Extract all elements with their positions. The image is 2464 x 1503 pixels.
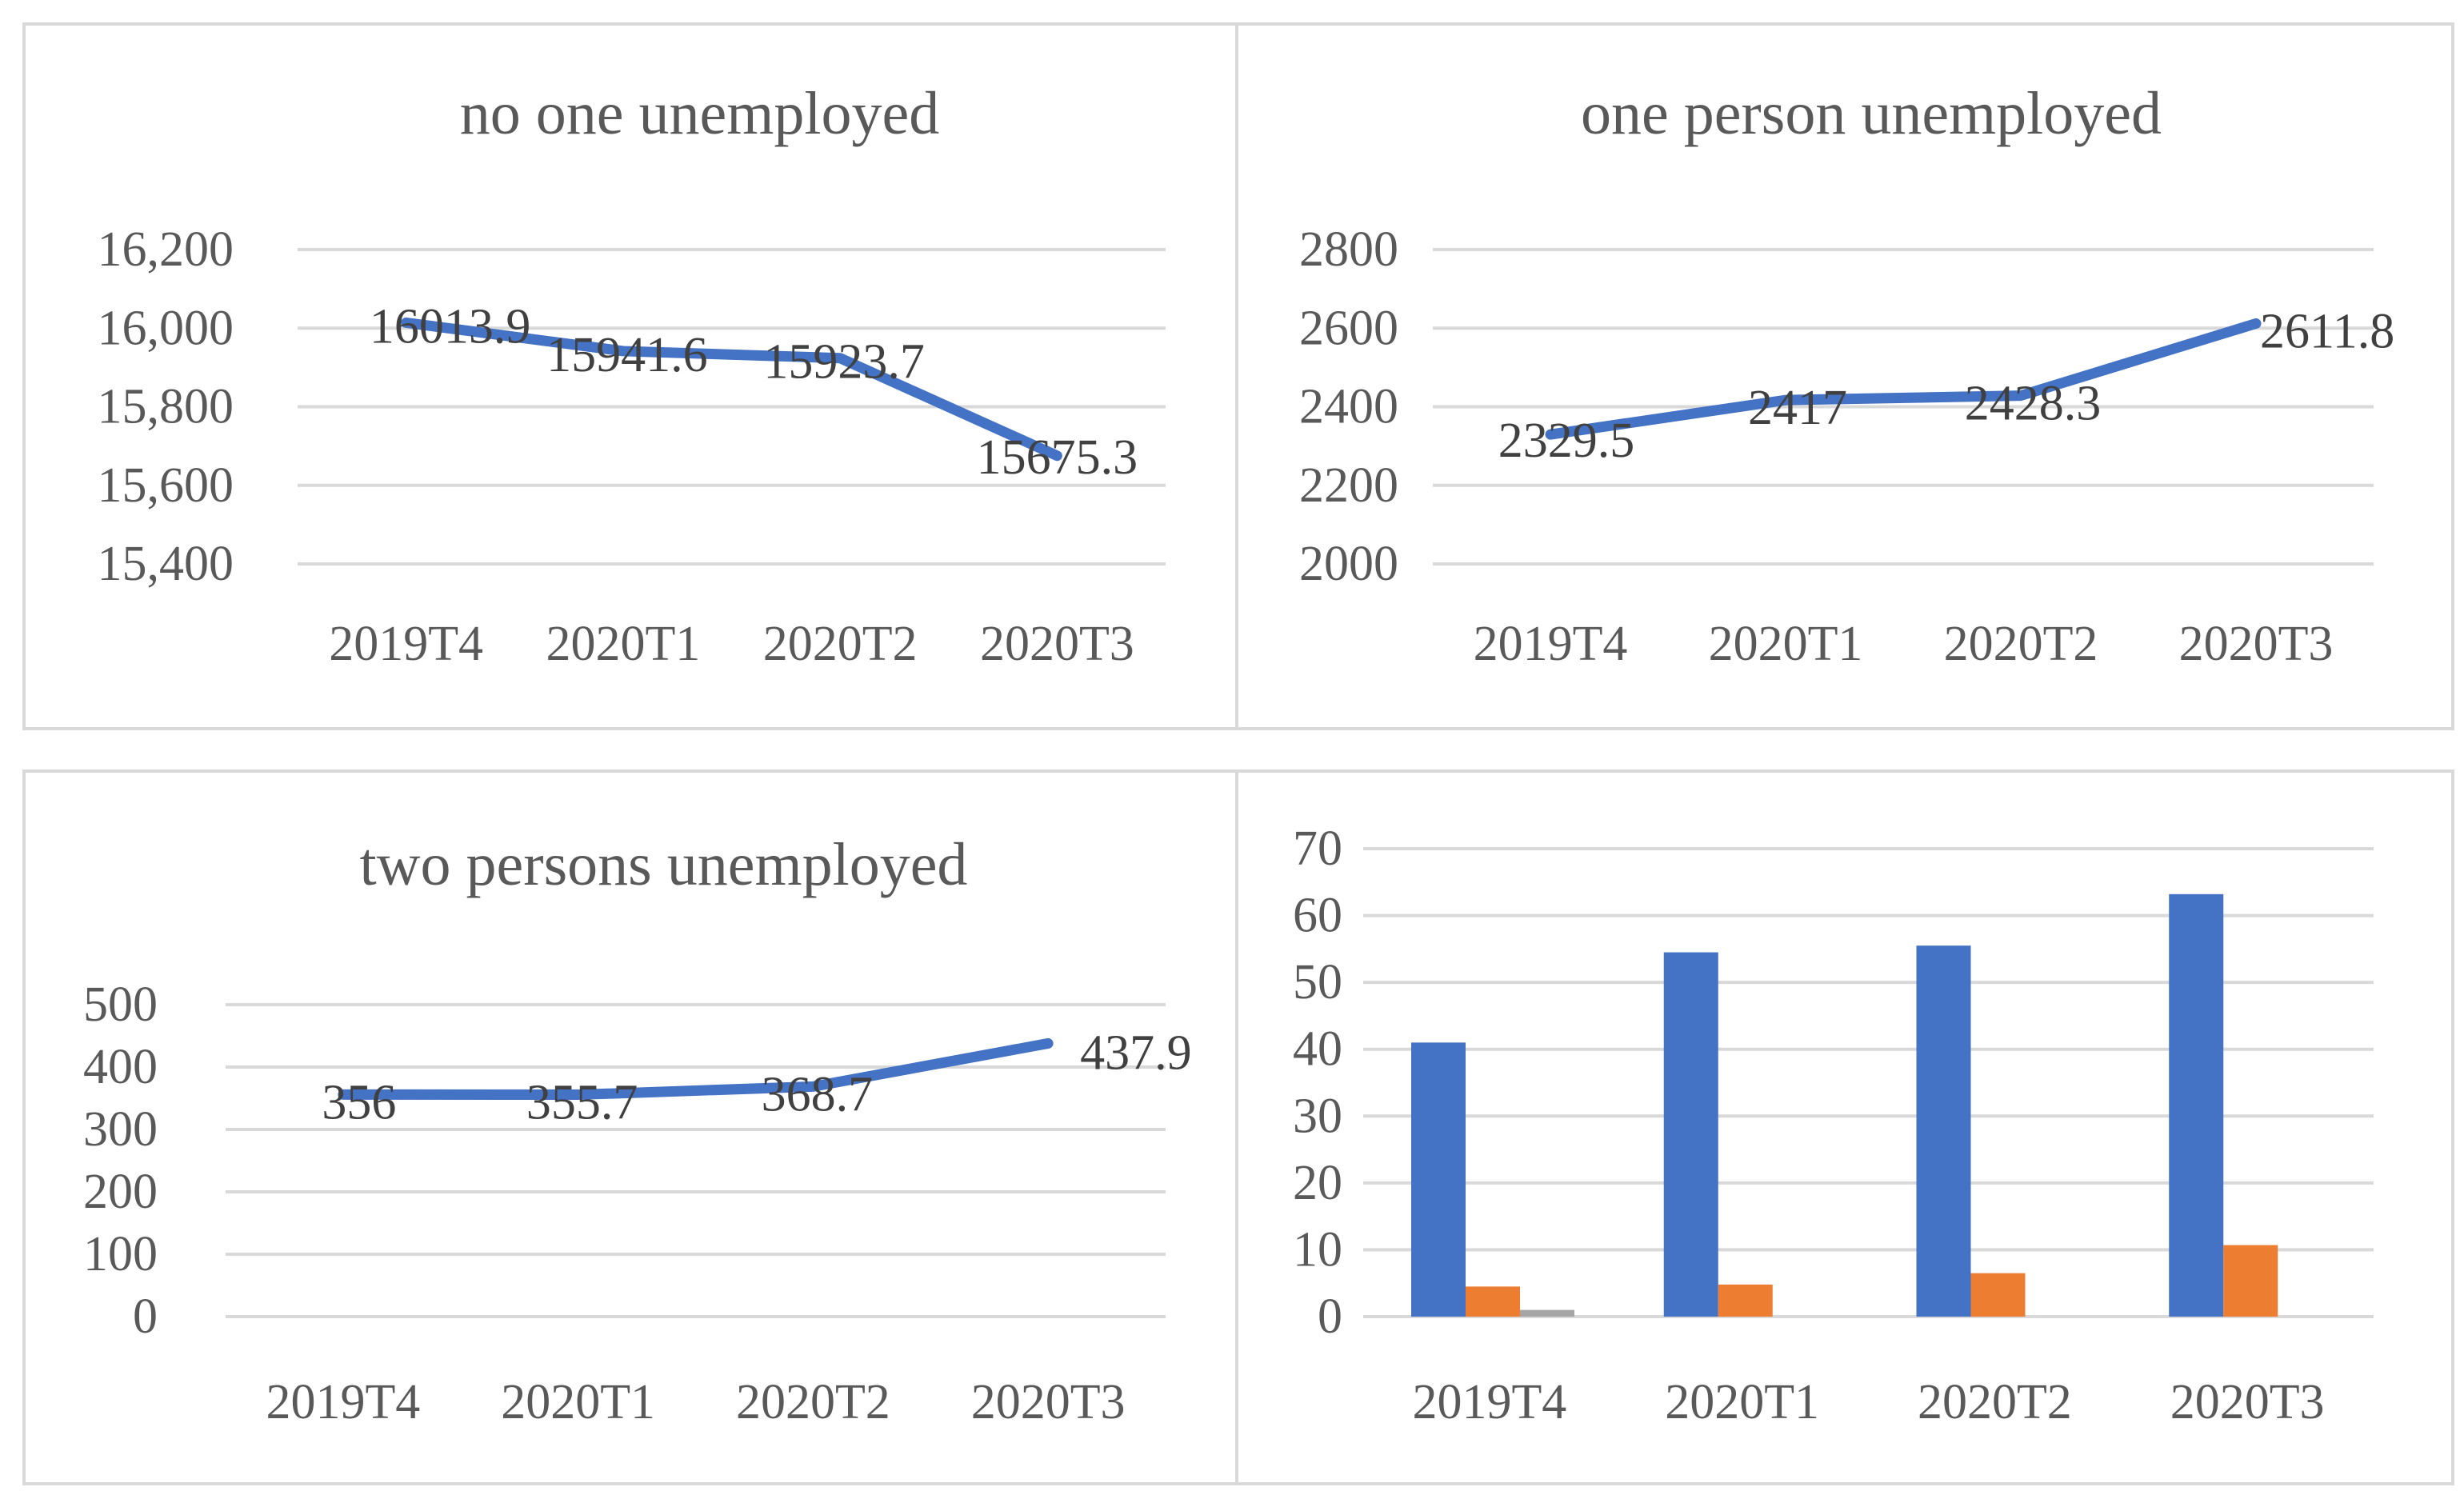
data-point xyxy=(341,1093,345,1097)
data-label: 15923.7 xyxy=(763,335,925,390)
chart-panel-bar-chart: 0 10 20 30 40 50 60 70 2019T4 2020T1 2020T2 2020T3 xyxy=(1235,769,2454,1485)
data-point xyxy=(1055,454,1059,458)
bar-series-1 xyxy=(1411,1042,1466,1317)
x-tick-label: 2020T1 xyxy=(1709,617,1863,671)
data-point xyxy=(2254,322,2258,326)
y-tick-label: 16,200 xyxy=(98,222,234,277)
x-tick-label: 2019T4 xyxy=(329,617,483,671)
line-chart-one-person-unemployed: one person unemployed 2000 2200 2400 2600 280… xyxy=(1299,80,2394,671)
chart-title: no one unemployed xyxy=(460,80,939,147)
bar-series-2 xyxy=(2223,1245,2278,1317)
x-tick-label: 2020T3 xyxy=(2170,1375,2325,1429)
data-label: 356 xyxy=(322,1075,396,1129)
y-tick-label: 16,000 xyxy=(98,301,234,355)
y-tick-label: 20 xyxy=(1293,1156,1342,1210)
bar-series-1 xyxy=(2169,893,2224,1317)
x-tick-label: 2020T1 xyxy=(1665,1375,1819,1429)
x-tick-label: 2020T3 xyxy=(971,1375,1126,1429)
y-tick-label: 200 xyxy=(83,1165,158,1219)
chart-panel-two-persons-unemployed: two persons unemployed 0 100 200 300 400 500 20… xyxy=(22,769,1238,1485)
data-label: 2611.8 xyxy=(2260,304,2394,358)
line-chart-no-one-unemployed: no one unemployed 15,400 15,600 15,800 16,00… xyxy=(98,80,1166,671)
data-point xyxy=(1784,398,1787,402)
bar-series-2 xyxy=(1970,1273,2026,1317)
data-label: 368.7 xyxy=(762,1067,874,1121)
x-tick-label: 2019T4 xyxy=(1412,1375,1566,1429)
x-tick-label: 2019T4 xyxy=(1474,617,1628,671)
data-point xyxy=(1549,433,1552,437)
x-tick-label: 2020T1 xyxy=(546,617,700,671)
data-label: 437.9 xyxy=(1080,1025,1192,1080)
y-tick-label: 70 xyxy=(1293,821,1342,876)
y-tick-label: 2600 xyxy=(1299,301,1398,355)
x-tick-label: 2020T3 xyxy=(980,617,1134,671)
data-label: 2329.5 xyxy=(1498,414,1635,468)
data-point xyxy=(1046,1041,1050,1045)
data-point xyxy=(838,356,842,360)
bar-series-2 xyxy=(1466,1286,1520,1317)
chart-panel-one-person-unemployed: one person unemployed 2000 2200 2400 2600 280… xyxy=(1235,22,2454,730)
bar-series-2 xyxy=(1718,1284,1773,1317)
chart-title: two persons unemployed xyxy=(360,831,968,898)
bar-series-1 xyxy=(1663,952,1718,1317)
data-label: 16013.9 xyxy=(370,299,531,354)
data-label: 15675.3 xyxy=(977,430,1138,485)
bar-chart: 0 10 20 30 40 50 60 70 2019T4 2020T1 2020T2 2020T3 xyxy=(1293,821,2374,1429)
y-tick-label: 40 xyxy=(1293,1022,1342,1077)
y-tick-label: 2400 xyxy=(1299,380,1398,434)
x-tick-label: 2019T4 xyxy=(266,1375,420,1429)
data-point xyxy=(404,321,408,325)
x-tick-label: 2020T2 xyxy=(1918,1375,2072,1429)
y-tick-label: 0 xyxy=(133,1289,158,1344)
data-label: 15941.6 xyxy=(546,328,708,382)
y-tick-label: 2000 xyxy=(1299,537,1398,591)
y-tick-label: 60 xyxy=(1293,889,1342,943)
y-tick-label: 10 xyxy=(1293,1222,1342,1277)
y-tick-label: 30 xyxy=(1293,1089,1342,1143)
y-tick-label: 300 xyxy=(83,1102,158,1157)
data-label: 355.7 xyxy=(526,1076,638,1130)
y-tick-label: 2200 xyxy=(1299,458,1398,513)
line-chart-two-persons-unemployed: two persons unemployed 0 100 200 300 400 500 20… xyxy=(83,831,1192,1429)
data-point xyxy=(2019,394,2022,398)
chart-panel-no-one-unemployed: no one unemployed 15,400 15,600 15,800 16,00… xyxy=(22,22,1238,730)
bar-series-1 xyxy=(1916,945,1971,1317)
data-label: 2428.3 xyxy=(1965,377,2102,431)
y-tick-label: 400 xyxy=(83,1040,158,1094)
y-tick-label: 15,400 xyxy=(98,537,234,591)
x-tick-label: 2020T3 xyxy=(2179,617,2334,671)
y-tick-label: 100 xyxy=(83,1227,158,1281)
y-tick-label: 15,600 xyxy=(98,458,234,513)
x-tick-label: 2020T2 xyxy=(1944,617,2098,671)
data-label: 2417 xyxy=(1748,381,1847,435)
data-point xyxy=(576,1093,580,1097)
y-tick-label: 15,800 xyxy=(98,380,234,434)
x-tick-label: 2020T1 xyxy=(501,1375,655,1429)
bar-series-3 xyxy=(1520,1309,1574,1317)
series-line xyxy=(1545,318,2262,440)
y-tick-label: 500 xyxy=(83,977,158,1032)
x-tick-label: 2020T2 xyxy=(763,617,918,671)
y-tick-label: 2800 xyxy=(1299,222,1398,277)
series-line xyxy=(401,317,1062,462)
x-tick-label: 2020T2 xyxy=(736,1375,890,1429)
y-tick-label: 50 xyxy=(1293,955,1342,1009)
y-tick-label: 0 xyxy=(1318,1289,1342,1344)
data-point xyxy=(811,1085,815,1089)
series-line xyxy=(338,1037,1054,1101)
data-point xyxy=(621,349,625,353)
chart-title: one person unemployed xyxy=(1581,80,2162,147)
